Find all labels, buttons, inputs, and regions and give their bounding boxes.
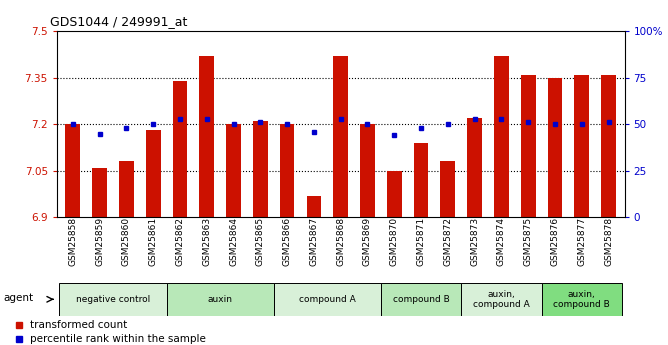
- Bar: [601, 75, 616, 217]
- Text: GSM25871: GSM25871: [417, 217, 426, 266]
- Text: GSM25858: GSM25858: [68, 217, 77, 266]
- Text: GSM25859: GSM25859: [95, 217, 104, 266]
- Text: percentile rank within the sample: percentile rank within the sample: [29, 334, 206, 344]
- Text: GSM25877: GSM25877: [577, 217, 587, 266]
- Bar: [333, 56, 348, 217]
- Text: auxin: auxin: [208, 295, 232, 304]
- Text: auxin,
compound A: auxin, compound A: [473, 289, 530, 309]
- Text: agent: agent: [3, 293, 33, 303]
- Bar: [387, 171, 401, 217]
- Bar: [440, 161, 455, 217]
- Bar: [494, 56, 509, 217]
- Bar: [274, 283, 381, 316]
- Text: GSM25876: GSM25876: [550, 217, 559, 266]
- Bar: [467, 118, 482, 217]
- Bar: [413, 143, 428, 217]
- Bar: [119, 161, 134, 217]
- Text: GSM25862: GSM25862: [176, 217, 184, 266]
- Text: compound B: compound B: [393, 295, 450, 304]
- Bar: [548, 78, 562, 217]
- Bar: [307, 196, 321, 217]
- Text: GSM25863: GSM25863: [202, 217, 211, 266]
- Text: GDS1044 / 249991_at: GDS1044 / 249991_at: [50, 16, 188, 29]
- Text: auxin,
compound B: auxin, compound B: [553, 289, 610, 309]
- Text: GSM25867: GSM25867: [309, 217, 319, 266]
- Text: GSM25868: GSM25868: [336, 217, 345, 266]
- Text: compound A: compound A: [299, 295, 355, 304]
- Text: GSM25861: GSM25861: [149, 217, 158, 266]
- Text: negative control: negative control: [76, 295, 150, 304]
- Bar: [253, 121, 268, 217]
- Bar: [574, 75, 589, 217]
- Text: GSM25865: GSM25865: [256, 217, 265, 266]
- Bar: [92, 168, 107, 217]
- Bar: [461, 283, 542, 316]
- Text: GSM25860: GSM25860: [122, 217, 131, 266]
- Text: GSM25866: GSM25866: [283, 217, 292, 266]
- Bar: [381, 283, 461, 316]
- Text: GSM25864: GSM25864: [229, 217, 238, 266]
- Bar: [166, 283, 274, 316]
- Text: GSM25875: GSM25875: [524, 217, 532, 266]
- Text: GSM25874: GSM25874: [497, 217, 506, 266]
- Bar: [172, 81, 187, 217]
- Bar: [146, 130, 160, 217]
- Bar: [360, 124, 375, 217]
- Bar: [280, 124, 295, 217]
- Text: transformed count: transformed count: [29, 320, 127, 329]
- Text: GSM25873: GSM25873: [470, 217, 479, 266]
- Bar: [200, 56, 214, 217]
- Text: GSM25869: GSM25869: [363, 217, 372, 266]
- Bar: [521, 75, 536, 217]
- Text: GSM25870: GSM25870: [389, 217, 399, 266]
- Bar: [59, 283, 166, 316]
- Bar: [65, 124, 80, 217]
- Text: GSM25878: GSM25878: [604, 217, 613, 266]
- Bar: [226, 124, 241, 217]
- Bar: [542, 283, 622, 316]
- Text: GSM25872: GSM25872: [444, 217, 452, 266]
